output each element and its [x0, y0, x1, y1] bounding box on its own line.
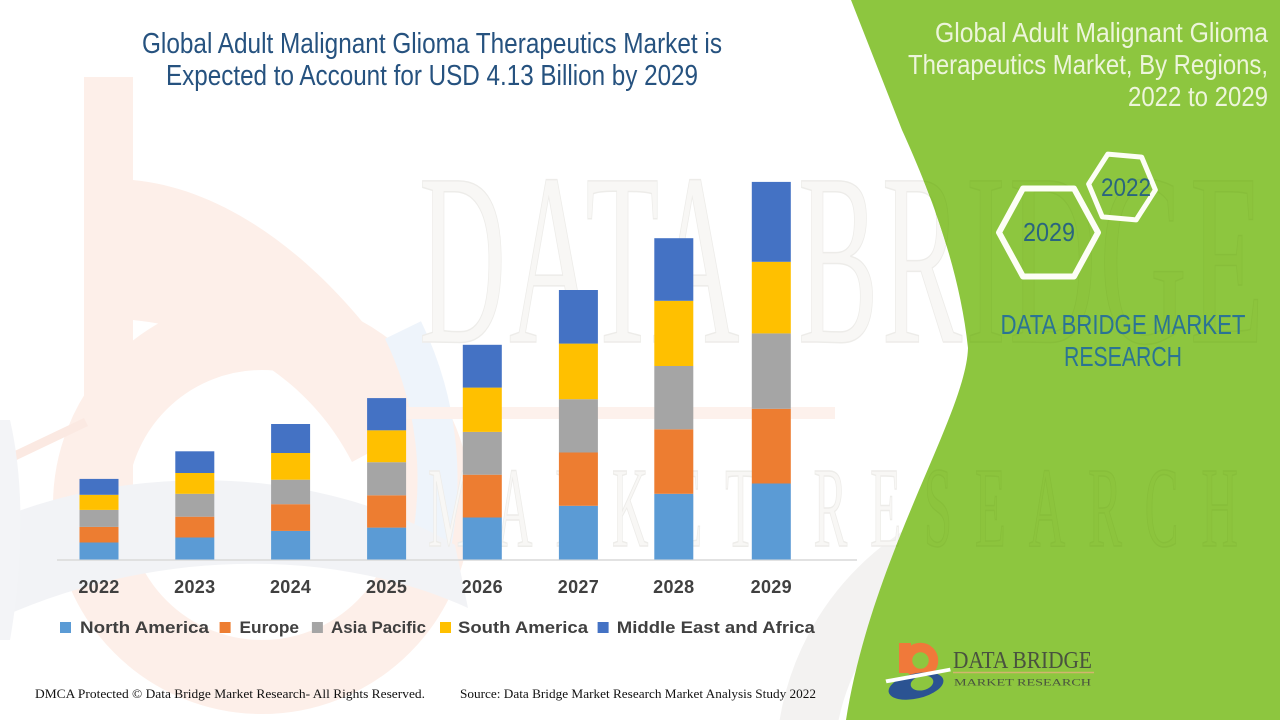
svg-text:2022 to 2029: 2022 to 2029	[1128, 81, 1268, 112]
svg-text:2029: 2029	[751, 577, 792, 597]
svg-text:MARKET RESEARCH: MARKET RESEARCH	[428, 445, 1261, 572]
svg-text:Middle East and Africa: Middle East and Africa	[617, 618, 816, 637]
svg-text:Expected to Account for USD 4.: Expected to Account for USD 4.13 Billion…	[166, 60, 698, 92]
svg-text:North America: North America	[80, 618, 210, 637]
svg-text:DATA BRIDGE: DATA BRIDGE	[953, 648, 1092, 674]
svg-text:Europe: Europe	[240, 618, 300, 637]
svg-text:2027: 2027	[558, 577, 599, 597]
svg-text:2028: 2028	[653, 577, 694, 597]
svg-text:DATA BRIDGE MARKET: DATA BRIDGE MARKET	[1001, 309, 1246, 340]
svg-text:2025: 2025	[366, 577, 407, 597]
svg-text:MARKET RESEARCH: MARKET RESEARCH	[954, 678, 1092, 688]
svg-text:Source: Data Bridge Market Res: Source: Data Bridge Market Research Mark…	[460, 686, 816, 701]
svg-text:RESEARCH: RESEARCH	[1064, 341, 1182, 372]
svg-text:2022: 2022	[78, 577, 119, 597]
svg-text:DMCA Protected © Data Bridge M: DMCA Protected © Data Bridge Market Rese…	[35, 686, 425, 701]
svg-text:Therapeutics Market, By Region: Therapeutics Market, By Regions,	[908, 49, 1268, 80]
svg-text:2023: 2023	[174, 577, 215, 597]
svg-text:2029: 2029	[1023, 217, 1075, 247]
svg-text:Global Adult Malignant Glioma: Global Adult Malignant Glioma	[935, 17, 1268, 48]
svg-text:Asia Pacific: Asia Pacific	[331, 618, 426, 637]
svg-text:Global Adult Malignant Glioma: Global Adult Malignant Glioma Therapeuti…	[142, 28, 722, 60]
svg-text:2024: 2024	[270, 577, 311, 597]
svg-text:2022: 2022	[1101, 174, 1151, 202]
svg-text:2026: 2026	[462, 577, 503, 597]
svg-text:South America: South America	[458, 618, 589, 637]
